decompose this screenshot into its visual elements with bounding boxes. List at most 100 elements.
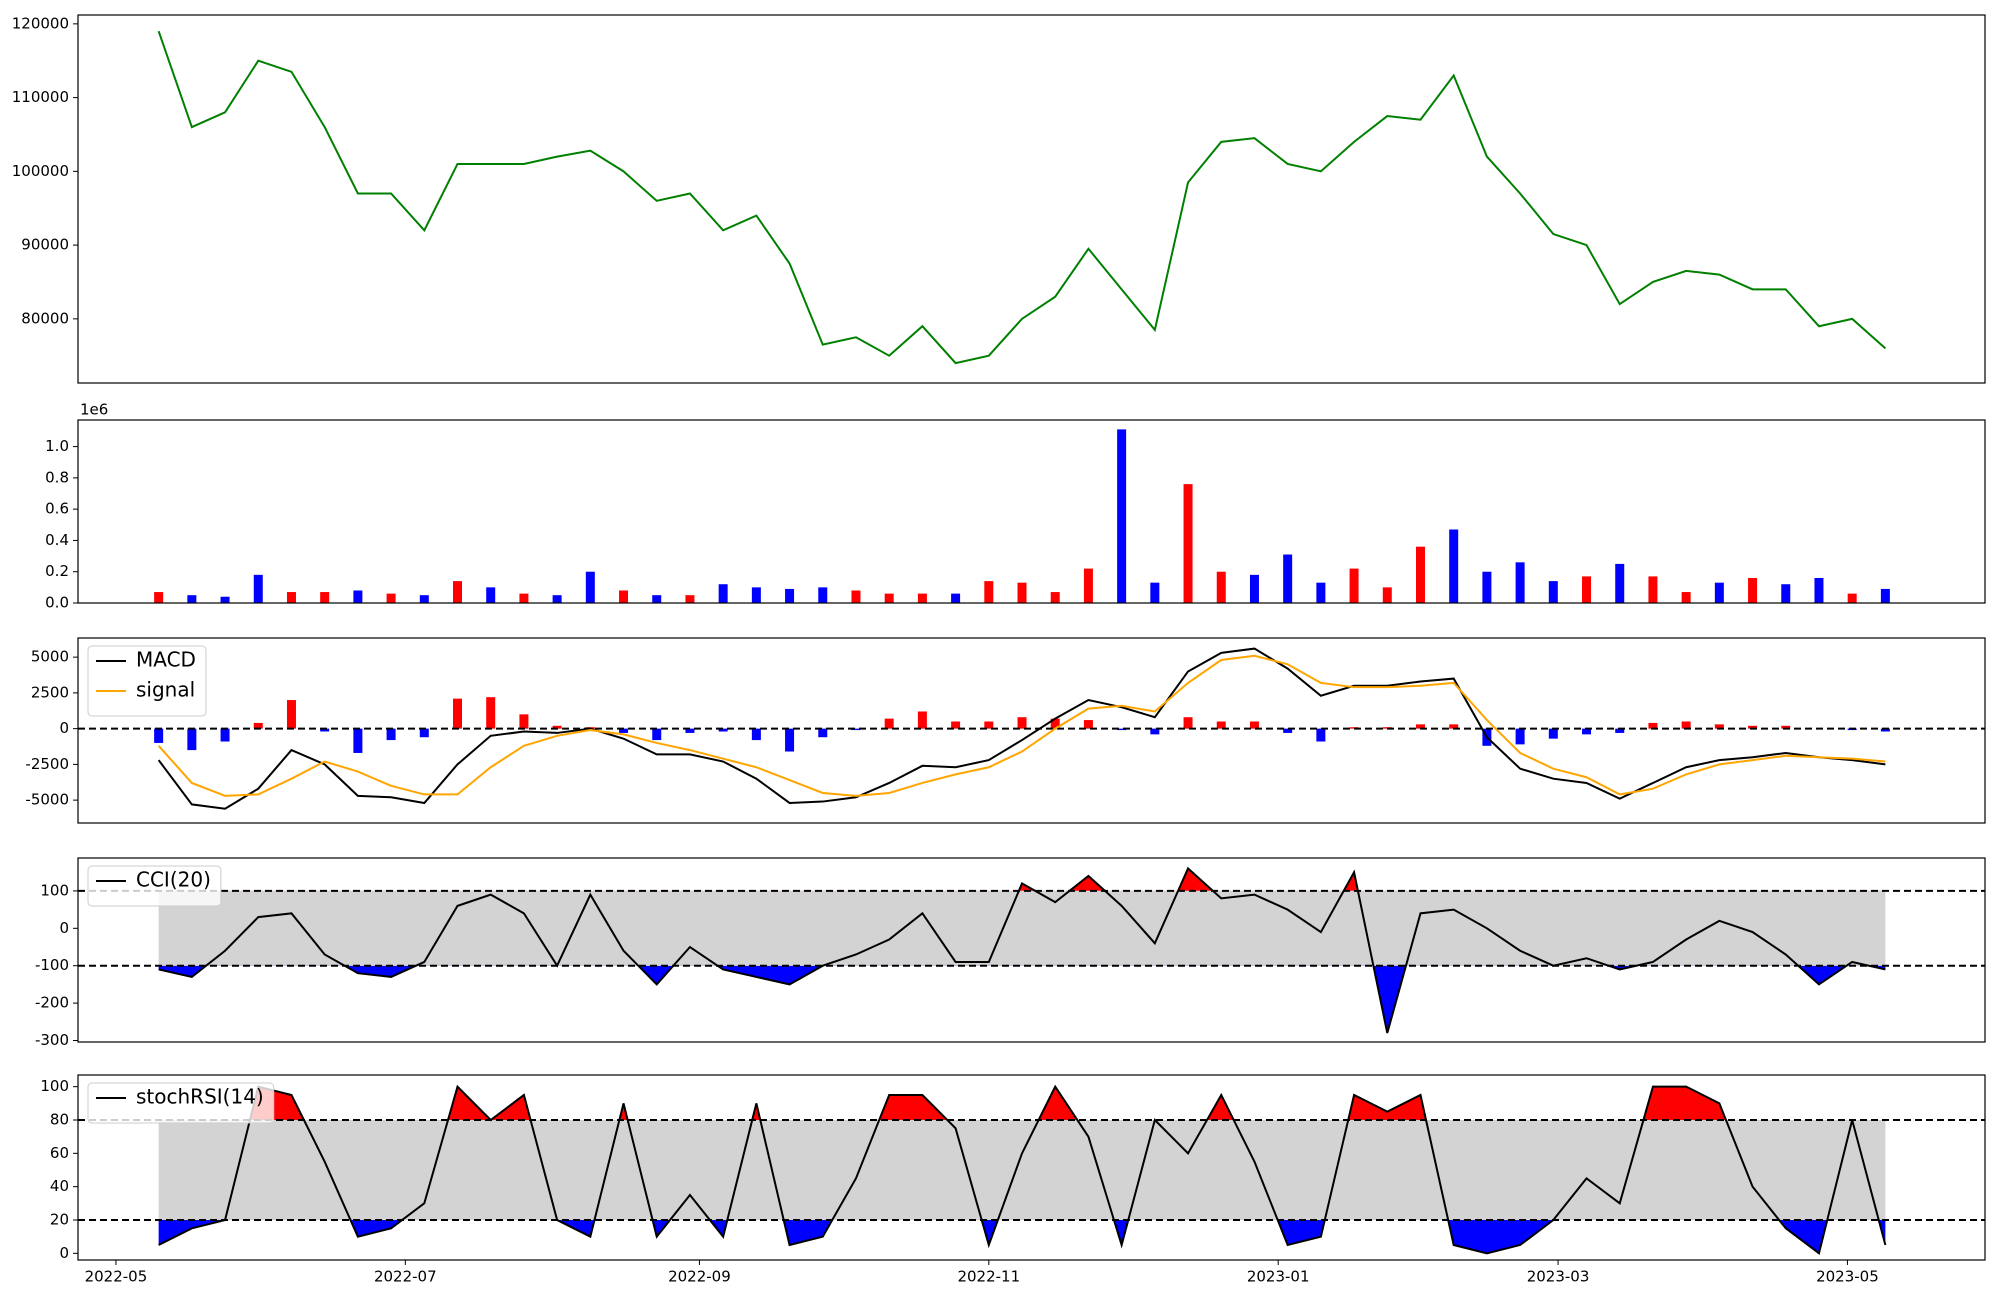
- histogram-bar: [785, 728, 795, 752]
- legend: MACD signal: [87, 645, 207, 717]
- volume-bar: [1283, 554, 1293, 603]
- volume-bar: [1648, 576, 1658, 603]
- histogram-bar: [320, 728, 330, 732]
- x-tick-label: 2023-05: [1816, 1268, 1879, 1286]
- panel: [157, 30, 1887, 365]
- y-tick-label: 0.2: [45, 562, 69, 580]
- volume-bar: [1714, 582, 1724, 603]
- volume-bar: [585, 571, 595, 603]
- histogram-bar: [1515, 728, 1525, 745]
- histogram-bar: [1249, 721, 1259, 729]
- panel: [78, 1084, 1985, 1256]
- y-tick-label: 0.8: [45, 468, 69, 486]
- histogram-bar: [1582, 728, 1592, 735]
- histogram-bar: [1880, 728, 1890, 732]
- series-line: [157, 30, 1887, 365]
- volume-bar: [154, 592, 164, 603]
- volume-bar: [1748, 577, 1758, 603]
- histogram-bar: [1681, 721, 1691, 729]
- histogram-bar: [187, 728, 197, 751]
- histogram-bar: [1150, 728, 1160, 735]
- panel: [154, 429, 1890, 603]
- neutral-band: [158, 1120, 1886, 1220]
- axes-frame: [77, 1074, 1986, 1261]
- volume-bar: [1316, 582, 1326, 603]
- y-tick-label: 0.6: [45, 500, 69, 518]
- volume-bar: [220, 596, 230, 603]
- y-tick-label: 5000: [31, 648, 69, 666]
- histogram-bar: [818, 728, 828, 738]
- y-tick-label: 0.0: [45, 594, 69, 612]
- legend-box: [87, 645, 207, 717]
- volume-bar: [1814, 577, 1824, 603]
- y-tick-label: -100: [35, 956, 69, 974]
- volume-bar: [1050, 592, 1060, 603]
- panel: [78, 866, 1985, 1034]
- volume-bar: [1880, 588, 1890, 603]
- y-tick-label: 60: [50, 1144, 69, 1162]
- x-tick-label: 2022-05: [85, 1268, 148, 1286]
- volume-bar: [1249, 574, 1259, 603]
- volume-bar: [751, 587, 761, 603]
- histogram-bar: [1648, 722, 1658, 729]
- volume-bar: [320, 592, 330, 603]
- volume-bar: [552, 595, 562, 603]
- x-tick-label: 2023-01: [1247, 1268, 1310, 1286]
- y-tick-label: 0: [59, 919, 69, 937]
- volume-bar: [619, 590, 629, 603]
- volume-bar: [1117, 429, 1127, 603]
- volume-bar: [1415, 546, 1425, 603]
- volume-bar: [1449, 529, 1459, 603]
- y-tick-label: -2500: [25, 755, 69, 773]
- histogram-bar: [1714, 724, 1724, 729]
- volume-bar: [1515, 562, 1525, 603]
- volume-bar: [419, 595, 429, 603]
- volume-bar: [951, 593, 961, 603]
- volume-bar: [1548, 581, 1558, 603]
- volume-bar: [785, 588, 795, 603]
- x-tick-label: 2023-03: [1527, 1268, 1590, 1286]
- y-tick-label: 100: [40, 881, 69, 899]
- volume-bar: [486, 587, 496, 603]
- volume-bar: [1017, 582, 1027, 603]
- volume-bar: [1781, 584, 1791, 603]
- y-tick-label: 120000: [12, 14, 69, 32]
- histogram-bar: [353, 728, 363, 753]
- histogram-bar: [286, 700, 296, 729]
- volume-bar: [851, 590, 861, 603]
- legend-label: signal: [136, 678, 195, 702]
- histogram-bar: [1117, 728, 1127, 731]
- series-line: [158, 866, 1886, 1034]
- histogram-bar: [386, 728, 396, 741]
- legend: CCI(20): [87, 865, 222, 907]
- histogram-bar: [984, 721, 994, 729]
- y-tick-label: -300: [35, 1031, 69, 1049]
- series-line: [157, 654, 1886, 797]
- volume-bar: [1615, 563, 1625, 603]
- y-tick-label: 0: [59, 719, 69, 737]
- overbought-fill: [158, 1086, 1886, 1120]
- volume-bar: [1847, 593, 1857, 603]
- volume-bar: [1681, 592, 1691, 603]
- histogram-bar: [1316, 728, 1326, 742]
- volume-bar: [685, 595, 695, 603]
- volume-bar: [1349, 568, 1359, 603]
- histogram-bar: [419, 728, 429, 738]
- legend-label: stochRSI(14): [136, 1085, 264, 1109]
- overbought-fill: [1018, 868, 1358, 891]
- histogram-bar: [1083, 720, 1093, 729]
- y-tick-label: 0.4: [45, 531, 69, 549]
- histogram-bar: [1615, 728, 1625, 733]
- volume-bar: [984, 581, 994, 603]
- volume-bar: [1183, 484, 1193, 603]
- histogram-bar: [519, 714, 529, 729]
- histogram-bar: [685, 728, 695, 733]
- volume-bar: [884, 593, 894, 603]
- volume-bar: [519, 593, 529, 603]
- y-tick-label: -200: [35, 994, 69, 1012]
- volume-bar: [286, 592, 296, 603]
- histogram-bar: [652, 728, 662, 741]
- histogram-bar: [851, 728, 861, 731]
- histogram-bar: [1183, 717, 1193, 729]
